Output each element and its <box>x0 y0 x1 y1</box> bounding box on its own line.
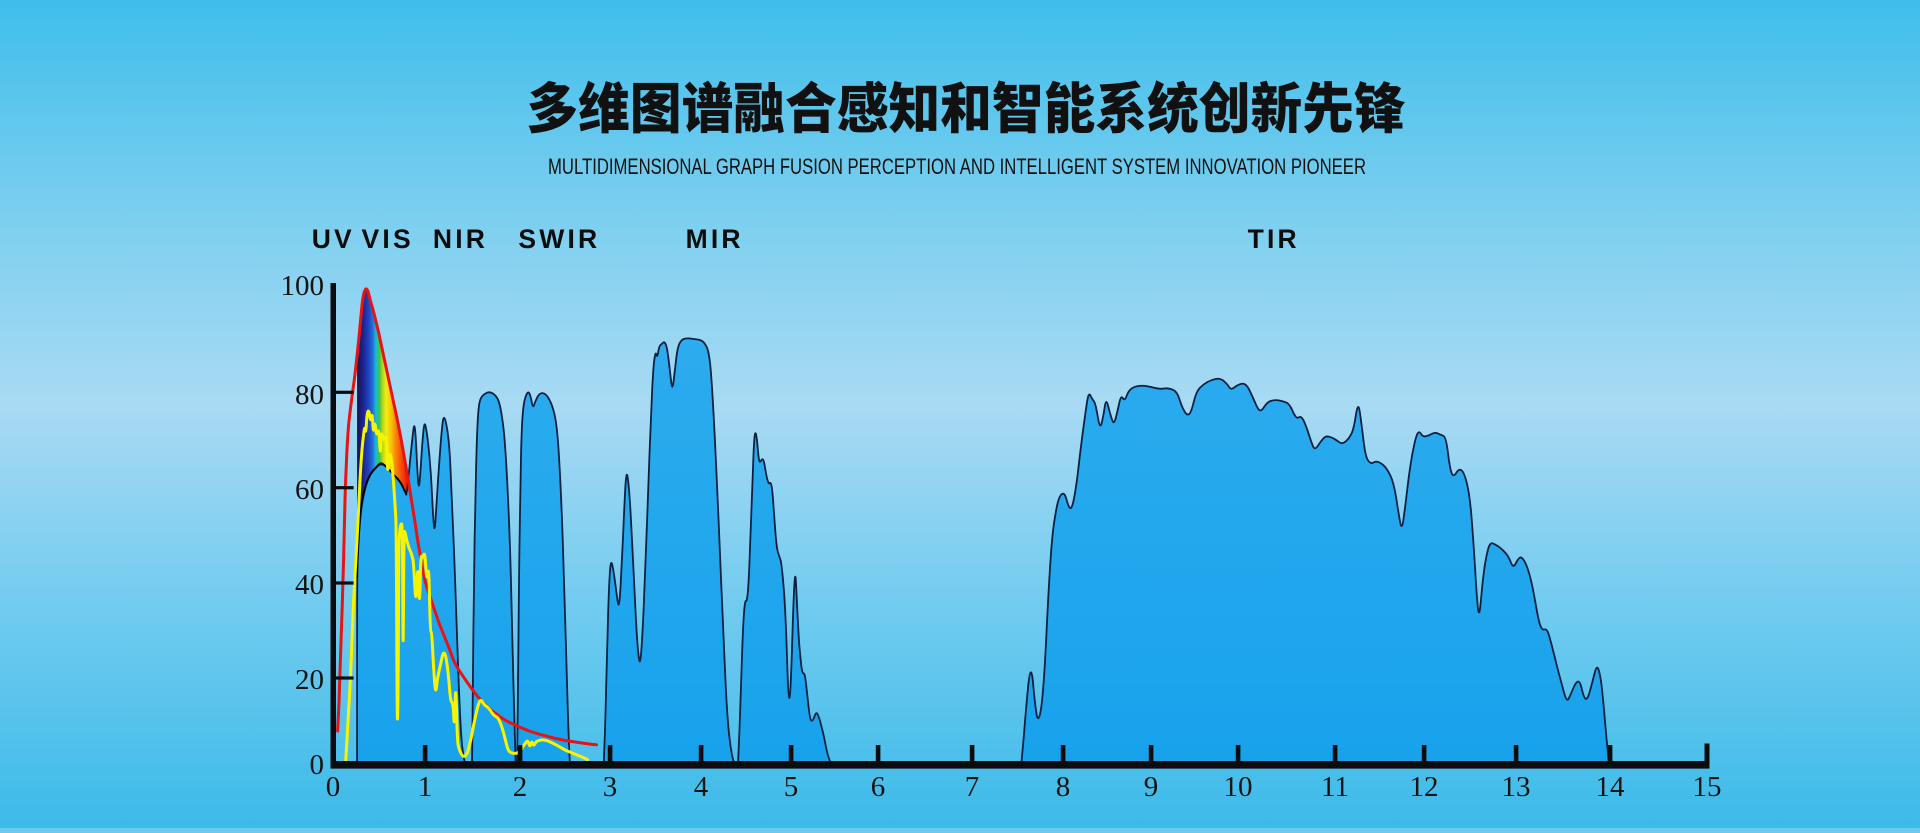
svg-text:3: 3 <box>603 771 618 803</box>
svg-text:20: 20 <box>295 664 324 696</box>
svg-text:0: 0 <box>310 749 325 781</box>
svg-text:8: 8 <box>1056 771 1071 803</box>
svg-text:6: 6 <box>871 771 886 803</box>
svg-text:10: 10 <box>1224 771 1253 803</box>
svg-text:2: 2 <box>513 771 528 803</box>
svg-text:14: 14 <box>1596 771 1626 803</box>
svg-text:13: 13 <box>1502 771 1531 803</box>
svg-text:5: 5 <box>784 771 799 803</box>
svg-text:SWIR: SWIR <box>518 224 600 254</box>
svg-text:0: 0 <box>326 771 341 803</box>
svg-text:NIR: NIR <box>433 224 488 254</box>
svg-text:VIS: VIS <box>362 224 414 254</box>
svg-text:UV: UV <box>312 224 355 254</box>
svg-text:11: 11 <box>1321 771 1349 803</box>
svg-text:100: 100 <box>281 270 325 302</box>
svg-text:15: 15 <box>1693 771 1722 803</box>
svg-text:7: 7 <box>965 771 980 803</box>
svg-text:9: 9 <box>1144 771 1159 803</box>
svg-text:1: 1 <box>418 771 433 803</box>
svg-text:MULTIDIMENSIONAL GRAPH FUSION: MULTIDIMENSIONAL GRAPH FUSION PERCEPTION… <box>548 154 1366 179</box>
svg-text:MIR: MIR <box>686 224 744 254</box>
svg-text:80: 80 <box>295 379 324 411</box>
svg-text:60: 60 <box>295 474 324 506</box>
svg-text:40: 40 <box>295 569 324 601</box>
svg-text:12: 12 <box>1410 771 1439 803</box>
svg-text:4: 4 <box>694 771 709 803</box>
svg-text:TIR: TIR <box>1248 224 1300 254</box>
